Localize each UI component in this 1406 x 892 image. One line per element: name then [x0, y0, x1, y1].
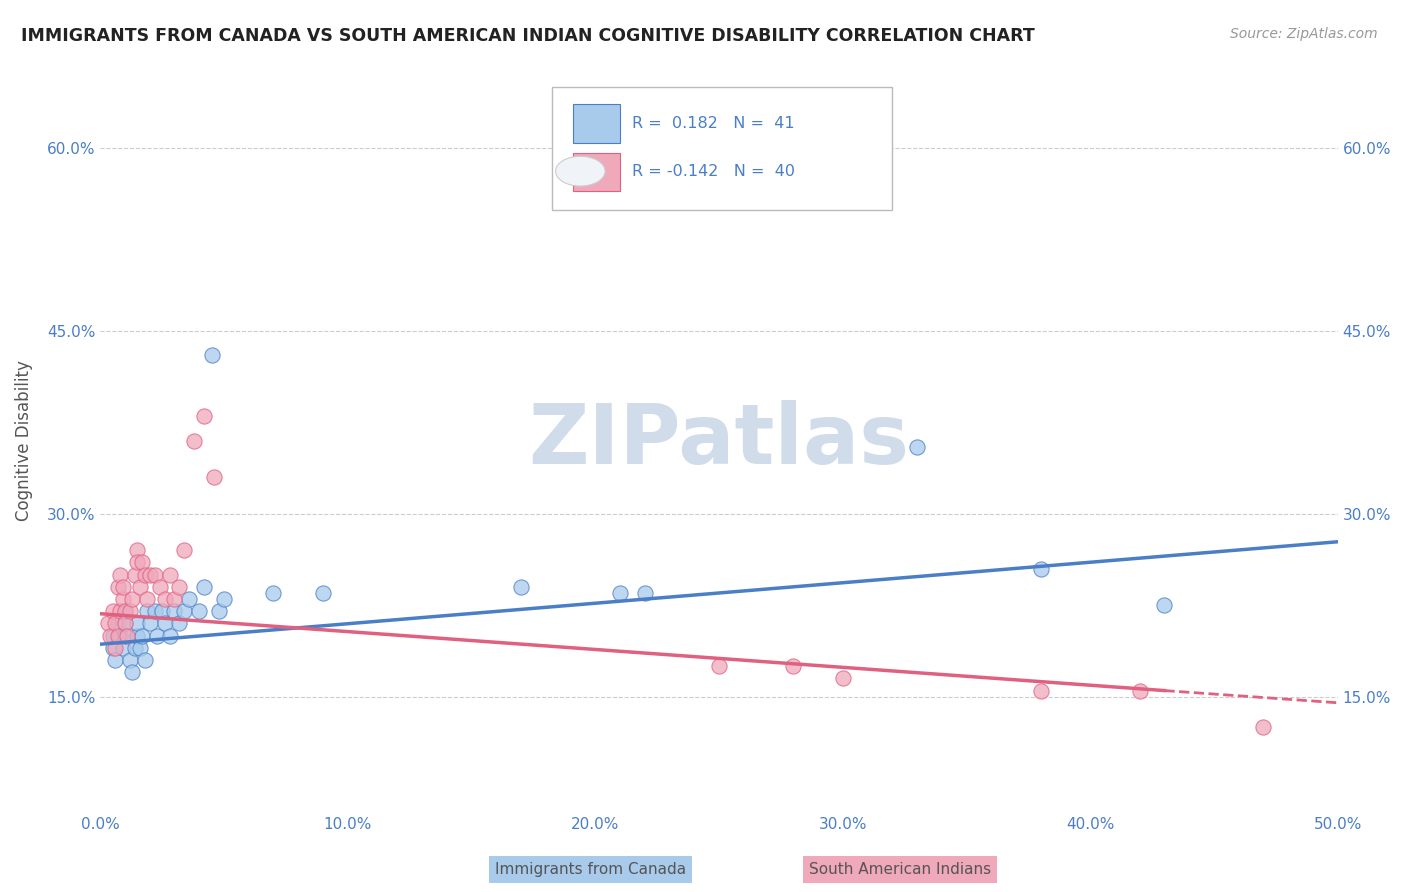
Text: South American Indians: South American Indians	[808, 863, 991, 877]
Point	[193, 409, 215, 424]
Point	[1153, 598, 1175, 612]
Point	[121, 592, 143, 607]
Point	[101, 604, 124, 618]
Point	[163, 604, 186, 618]
Point	[1129, 683, 1152, 698]
Point	[118, 604, 141, 618]
Point	[143, 567, 166, 582]
Text: R = -0.142   N =  40: R = -0.142 N = 40	[633, 164, 796, 179]
Point	[179, 592, 201, 607]
Point	[139, 616, 162, 631]
Point	[128, 640, 150, 655]
Point	[150, 604, 173, 618]
Point	[707, 659, 730, 673]
Point	[312, 586, 335, 600]
Point	[127, 556, 149, 570]
Point	[201, 348, 224, 362]
Point	[831, 672, 853, 686]
Text: R =  0.182   N =  41: R = 0.182 N = 41	[633, 116, 794, 131]
Point	[153, 616, 176, 631]
Point	[136, 592, 159, 607]
Point	[117, 629, 139, 643]
Point	[108, 629, 131, 643]
Point	[212, 592, 235, 607]
Point	[127, 616, 149, 631]
Point	[114, 604, 136, 618]
Point	[107, 616, 129, 631]
Point	[134, 567, 156, 582]
Point	[202, 470, 225, 484]
Point	[153, 592, 176, 607]
Text: Source: ZipAtlas.com: Source: ZipAtlas.com	[1230, 27, 1378, 41]
Point	[1029, 683, 1052, 698]
Point	[97, 616, 120, 631]
Point	[146, 629, 169, 643]
Point	[127, 629, 149, 643]
Text: ZIPatlas: ZIPatlas	[529, 400, 910, 481]
Point	[121, 665, 143, 680]
Text: Immigrants from Canada: Immigrants from Canada	[495, 863, 686, 877]
Point	[98, 629, 121, 643]
Point	[114, 629, 136, 643]
Point	[131, 629, 153, 643]
Point	[111, 580, 134, 594]
Point	[107, 629, 129, 643]
Point	[111, 640, 134, 655]
Point	[609, 586, 631, 600]
Point	[143, 604, 166, 618]
Point	[169, 616, 191, 631]
Point	[114, 616, 136, 631]
Y-axis label: Cognitive Disability: Cognitive Disability	[15, 360, 32, 521]
Point	[124, 567, 146, 582]
Point	[128, 580, 150, 594]
Point	[136, 604, 159, 618]
Point	[159, 567, 181, 582]
Point	[108, 604, 131, 618]
Point	[263, 586, 285, 600]
Point	[634, 586, 657, 600]
FancyBboxPatch shape	[553, 87, 893, 210]
Point	[1029, 561, 1052, 575]
Point	[1253, 720, 1275, 734]
Point	[111, 592, 134, 607]
Point	[193, 580, 215, 594]
Point	[131, 556, 153, 570]
Point	[114, 616, 136, 631]
Point	[108, 567, 131, 582]
Circle shape	[555, 156, 605, 186]
Point	[104, 616, 127, 631]
Point	[114, 604, 136, 618]
Point	[127, 543, 149, 558]
Point	[169, 580, 191, 594]
Point	[208, 604, 231, 618]
Point	[118, 653, 141, 667]
Text: IMMIGRANTS FROM CANADA VS SOUTH AMERICAN INDIAN COGNITIVE DISABILITY CORRELATION: IMMIGRANTS FROM CANADA VS SOUTH AMERICAN…	[21, 27, 1035, 45]
Point	[173, 543, 195, 558]
Point	[104, 640, 127, 655]
Point	[159, 629, 181, 643]
Point	[183, 434, 205, 448]
Point	[139, 567, 162, 582]
Point	[510, 580, 533, 594]
Point	[107, 580, 129, 594]
Point	[101, 640, 124, 655]
Point	[782, 659, 804, 673]
Point	[163, 592, 186, 607]
Point	[134, 653, 156, 667]
Point	[101, 629, 124, 643]
Bar	[572, 153, 620, 191]
Point	[149, 580, 172, 594]
Point	[124, 640, 146, 655]
Point	[188, 604, 211, 618]
Point	[104, 653, 127, 667]
Bar	[572, 104, 620, 143]
Point	[173, 604, 195, 618]
Point	[905, 440, 928, 454]
